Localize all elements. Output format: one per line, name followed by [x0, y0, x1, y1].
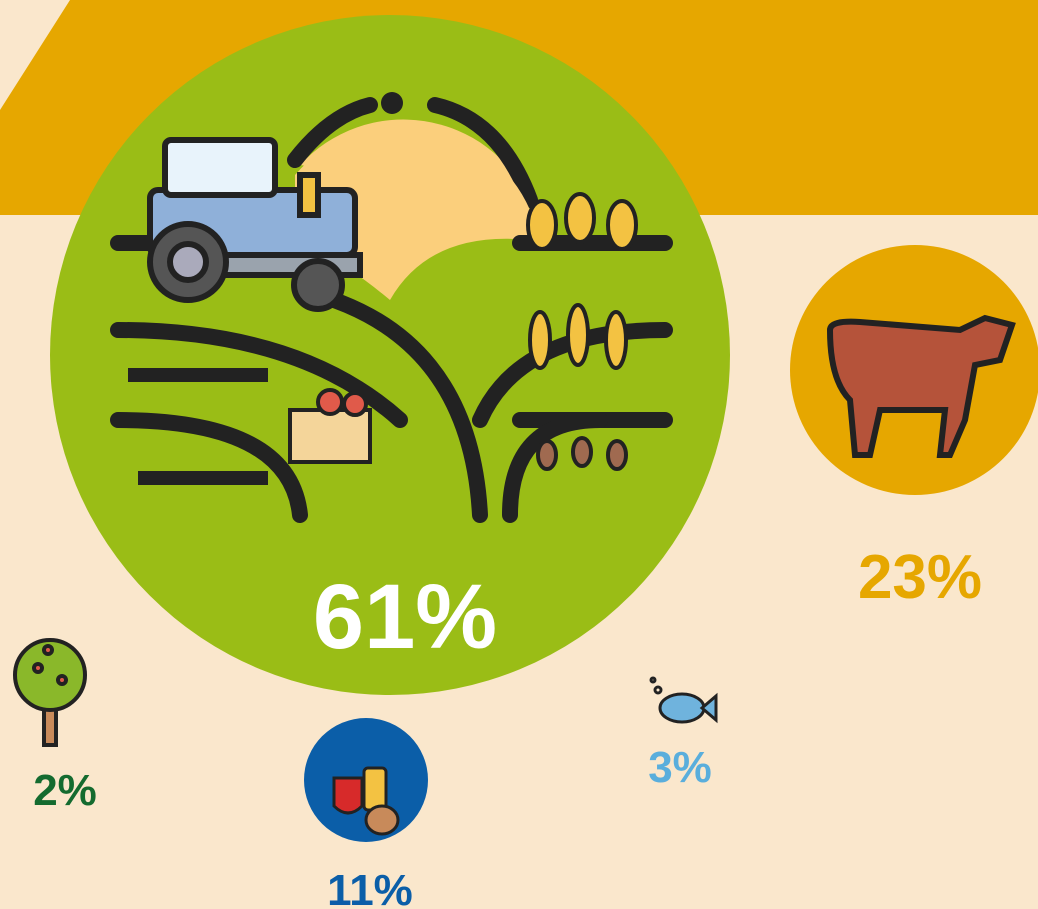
percentage: 3%	[648, 743, 712, 792]
percentage: 2%	[33, 766, 97, 815]
percentage: 11%	[327, 866, 413, 909]
infographic: 61% 23% 2% 11% 3%	[0, 0, 1038, 909]
percentage: 23%	[858, 543, 982, 612]
percentage: 61%	[313, 566, 497, 668]
